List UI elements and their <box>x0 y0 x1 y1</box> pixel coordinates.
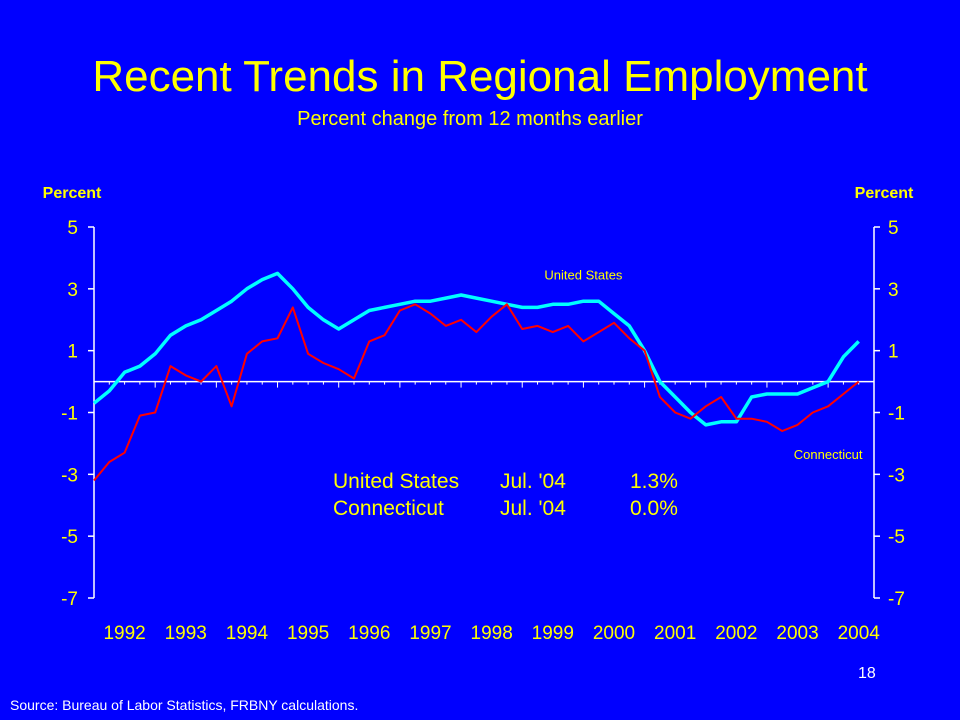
x-tick-label: 1993 <box>165 623 207 644</box>
y-tick-label-left: -3 <box>61 465 78 486</box>
x-tick-label: 1999 <box>532 623 574 644</box>
x-tick-label: 2003 <box>776 623 818 644</box>
y-tick-label-right: 3 <box>888 280 899 301</box>
y-tick-label-right: 1 <box>888 342 899 363</box>
y-axis-label-left: Percent <box>43 185 102 202</box>
series-layer <box>92 271 860 482</box>
y-tick-label-left: -1 <box>61 404 78 425</box>
series-label: United States <box>544 268 623 283</box>
x-tick-label: 1997 <box>409 623 451 644</box>
y-tick-label-right: -7 <box>888 589 905 610</box>
y-tick-label-left: -5 <box>61 527 78 548</box>
x-tick-label: 1994 <box>226 623 269 644</box>
y-tick-label-right: 5 <box>888 218 899 239</box>
series-label: Connecticut <box>794 447 863 462</box>
slide-title: Recent Trends in Regional Employment <box>92 52 868 101</box>
legend-row-date: Jul. '04 <box>500 497 566 520</box>
legend-row-name: Connecticut <box>333 497 444 520</box>
x-tick-label: 2001 <box>654 623 696 644</box>
legend-row-date: Jul. '04 <box>500 470 566 493</box>
x-tick-label: 1998 <box>471 623 513 644</box>
y-tick-label-right: -5 <box>888 527 905 548</box>
series-line-united-states <box>92 271 860 427</box>
y-tick-label-left: 5 <box>67 218 78 239</box>
x-tick-label: 2000 <box>593 623 635 644</box>
x-tick-label: 1996 <box>348 623 390 644</box>
x-tick-label: 1992 <box>103 623 145 644</box>
y-tick-label-left: -7 <box>61 589 78 610</box>
legend-box: United States Jul. '04 1.3% Connecticut Jul.… <box>318 458 688 523</box>
legend-row-value: 1.3% <box>630 470 678 493</box>
legend-background <box>318 458 688 523</box>
series-line-connecticut <box>93 303 860 482</box>
y-tick-label-left: 3 <box>67 280 78 301</box>
x-tick-label: 2002 <box>715 623 757 644</box>
y-axis-label-right: Percent <box>855 185 914 202</box>
x-tick-label: 1995 <box>287 623 329 644</box>
y-tick-label-right: -1 <box>888 404 905 425</box>
legend-row-name: United States <box>333 470 459 493</box>
x-tick-label: 2004 <box>838 623 881 644</box>
y-tick-label-left: 1 <box>67 342 78 363</box>
page-number: 18 <box>858 665 876 682</box>
series-labels: United States Connecticut <box>544 268 862 462</box>
y-tick-label-right: -3 <box>888 465 905 486</box>
slide-subtitle: Percent change from 12 months earlier <box>297 108 643 130</box>
source-note: Source: Bureau of Labor Statistics, FRBN… <box>10 697 359 713</box>
legend-row-value: 0.0% <box>630 497 678 520</box>
axes: 5 5 3 3 1 1 -1 -1 -3 -3 -5 -5 -7 -7 1992 1993 1994 1995 19… <box>61 218 905 644</box>
